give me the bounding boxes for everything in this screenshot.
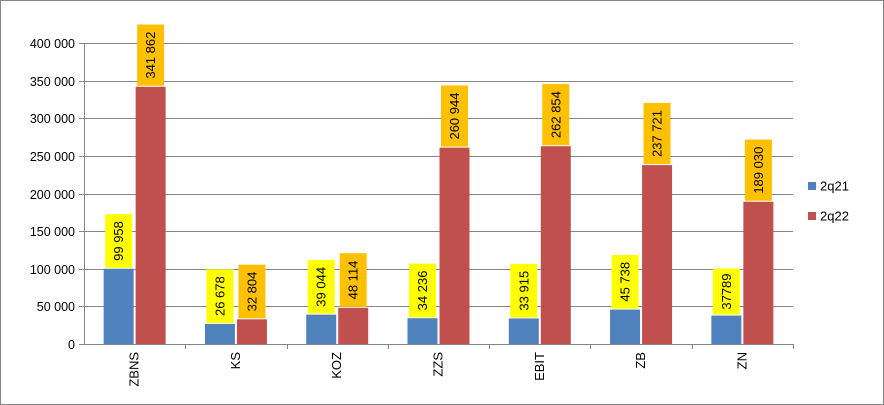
bar-2q21	[204, 323, 235, 344]
data-label-box	[238, 264, 266, 319]
data-label-box	[643, 102, 671, 165]
legend-swatch-2q21	[808, 182, 816, 190]
x-category-label: ZZS	[431, 352, 446, 377]
x-category-label: EBIT	[532, 352, 547, 381]
data-label-box	[409, 263, 436, 318]
bar-2q22	[642, 165, 673, 344]
data-label-box	[712, 268, 740, 315]
y-tick-label: 250 000	[30, 150, 75, 164]
y-tick-label: 50 000	[37, 300, 75, 314]
legend-swatch-2q22	[808, 212, 816, 220]
data-label-box	[744, 139, 772, 201]
x-category-label: ZBNS	[127, 352, 142, 387]
y-tick-label: 100 000	[30, 263, 75, 277]
y-tick-label: 400 000	[30, 37, 75, 51]
data-label-box	[137, 24, 165, 86]
data-label-box	[441, 85, 468, 147]
data-label: 32 804	[244, 272, 259, 312]
y-tick-label: 0	[68, 338, 75, 352]
bar-2q21	[306, 314, 337, 344]
data-label: 45 738	[618, 262, 633, 302]
bar-2q21	[711, 315, 742, 344]
bar-2q21	[407, 318, 438, 344]
data-label: 237 721	[650, 110, 665, 157]
x-category-label: ZB	[633, 352, 648, 369]
data-label: 262 854	[548, 91, 563, 138]
data-label-box	[307, 260, 335, 314]
data-label-box	[206, 269, 234, 323]
y-tick-label: 150 000	[30, 225, 75, 239]
y-tick-label: 200 000	[30, 188, 75, 202]
data-label-box	[105, 214, 133, 268]
y-tick-label: 300 000	[30, 112, 75, 126]
data-label: 189 030	[751, 147, 766, 194]
data-label-box	[611, 254, 639, 309]
bar-2q21	[103, 268, 134, 344]
legend-label: 2q22	[820, 209, 849, 224]
bar-2q22	[743, 201, 774, 344]
data-label: 99 958	[111, 221, 126, 261]
legend-label: 2q21	[820, 179, 849, 194]
bar-2q22	[135, 86, 166, 345]
y-tick-label: 350 000	[30, 75, 75, 89]
data-label: 341 862	[143, 32, 158, 79]
data-label: 39 044	[314, 267, 329, 307]
data-label: 33 915	[516, 271, 531, 311]
bar-2q22	[338, 307, 369, 344]
data-label: 34 236	[415, 271, 430, 311]
data-label: 48 114	[346, 261, 361, 300]
data-label-box	[542, 84, 570, 146]
bar-2q22	[439, 147, 470, 344]
bar-2q21	[508, 318, 539, 344]
data-label: 260 944	[447, 93, 462, 140]
data-label-box	[510, 263, 538, 318]
bar-2q21	[610, 309, 641, 344]
data-label: 37789	[719, 273, 734, 309]
data-label: 26 678	[212, 276, 227, 316]
x-category-label: KOZ	[329, 352, 344, 379]
bar-2q22	[540, 146, 571, 344]
x-category-label: KS	[228, 352, 243, 370]
bar-2q22	[236, 319, 267, 344]
data-label-box	[339, 253, 367, 307]
x-category-label: ZN	[734, 352, 749, 369]
